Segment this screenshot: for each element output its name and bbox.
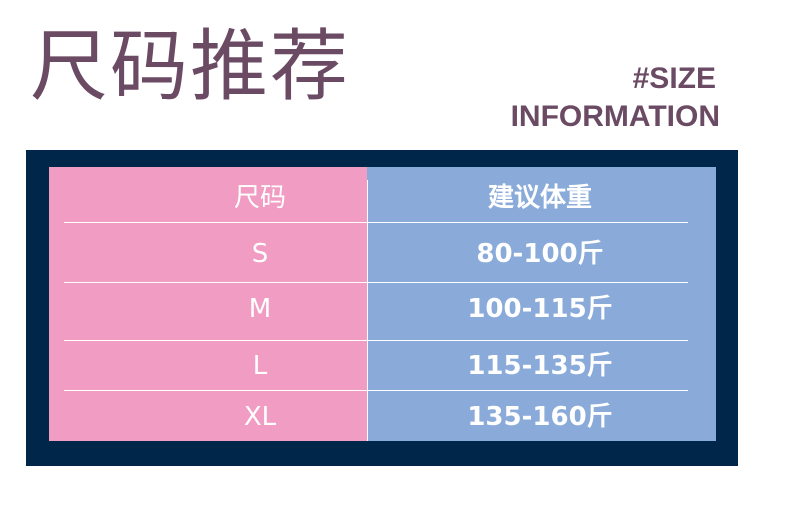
weight-cell: 80-100斤: [476, 239, 604, 269]
row-divider: [64, 340, 688, 341]
weight-cell: 115-135斤: [467, 351, 613, 381]
page-title: 尺码推荐: [30, 22, 351, 112]
subtitle-information: INFORMATION: [510, 100, 720, 133]
header-weight: 建议体重: [487, 183, 592, 213]
subtitle-size: #SIZE: [632, 62, 716, 95]
size-cell: L: [252, 351, 268, 381]
row-divider: [64, 222, 688, 223]
header-size: 尺码: [233, 183, 286, 213]
size-cell: XL: [243, 402, 277, 432]
size-cell: S: [251, 239, 269, 269]
weight-column-bg: [367, 167, 716, 441]
row-divider: [64, 390, 688, 391]
size-column-bg: [49, 167, 367, 441]
weight-cell: 100-115斤: [467, 294, 613, 324]
size-cell: M: [248, 294, 272, 324]
weight-cell: 135-160斤: [467, 402, 613, 432]
column-divider: [367, 180, 368, 441]
row-divider: [64, 282, 688, 283]
